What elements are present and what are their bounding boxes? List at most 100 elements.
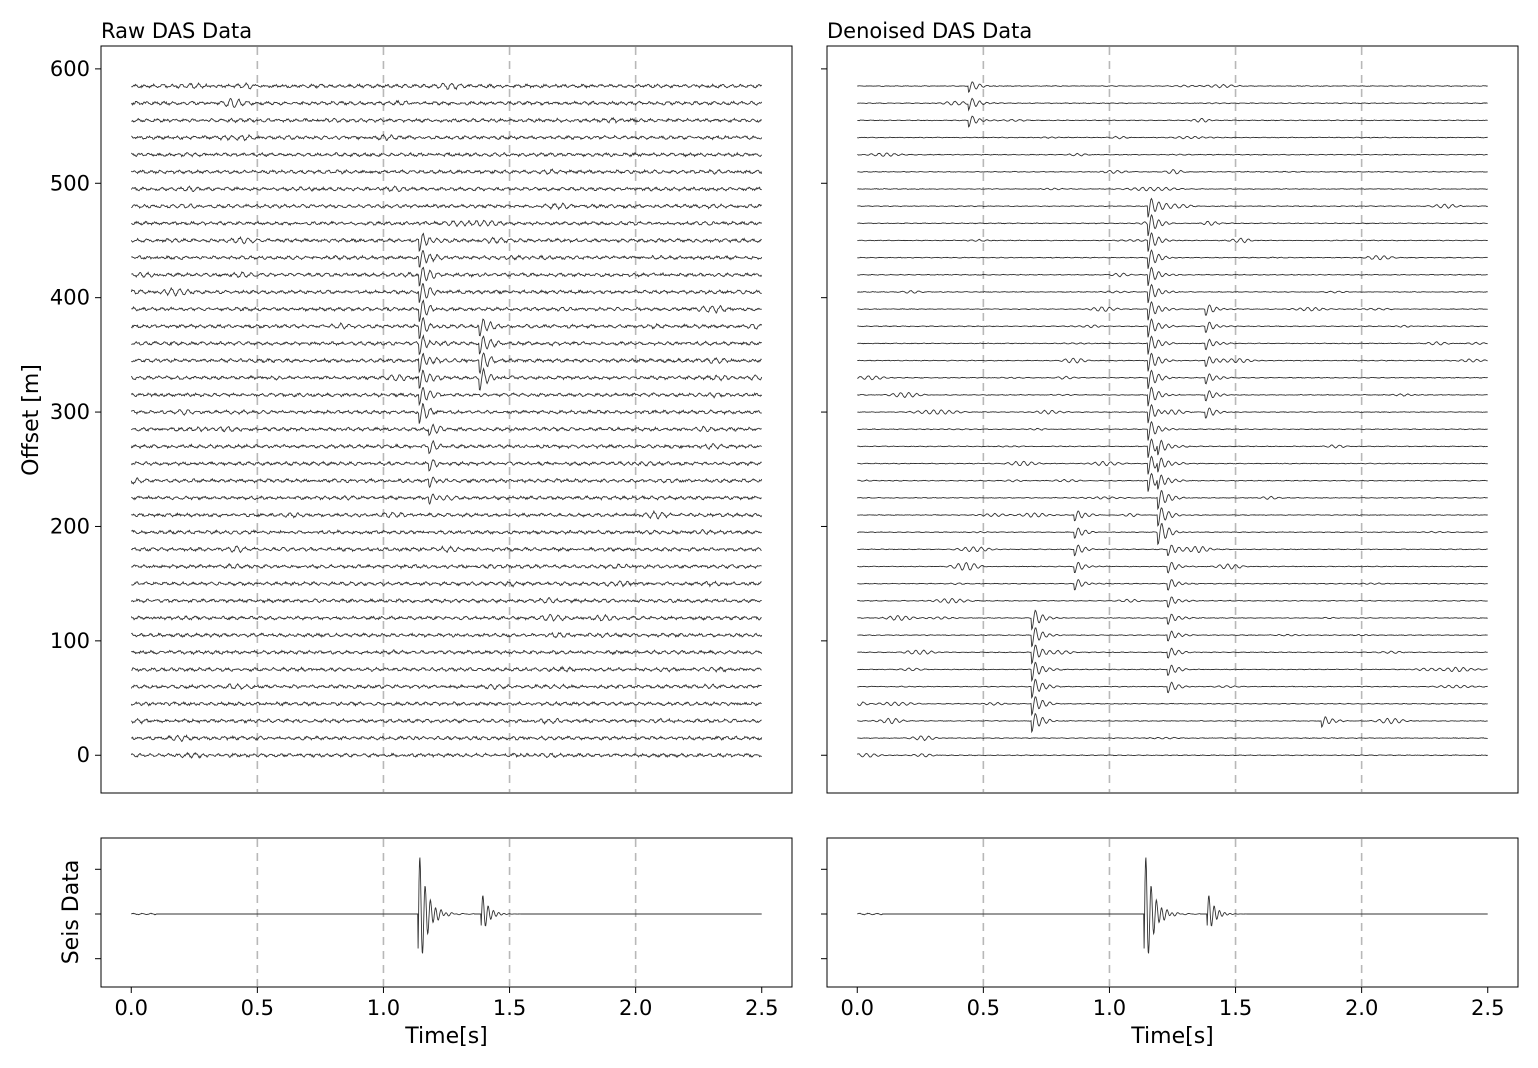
das-trace xyxy=(130,97,763,108)
denoised-seis-frame xyxy=(826,837,1519,988)
das-trace xyxy=(857,197,1488,218)
seis-trace xyxy=(131,857,762,954)
das-trace xyxy=(857,81,1488,93)
denoised-das-frame xyxy=(826,45,1519,794)
raw-das-frame xyxy=(100,45,793,794)
das-trace xyxy=(131,563,762,570)
x-tick-label: 1.0 xyxy=(1093,996,1126,1020)
das-trace xyxy=(131,334,762,356)
y-tick-label: 600 xyxy=(50,57,90,81)
denoised-seis-traces xyxy=(857,857,1488,954)
das-trace xyxy=(130,700,762,707)
das-trace xyxy=(857,661,1488,683)
das-trace xyxy=(857,335,1488,355)
raw-das-panel: Raw DAS Data 0 100 200 300 400 500 600 Offset … xyxy=(19,19,793,794)
x-tick-label: 1.5 xyxy=(493,996,526,1020)
raw-das-title: Raw DAS Data xyxy=(101,19,252,43)
das-trace xyxy=(130,597,762,604)
das-trace xyxy=(857,644,1488,665)
x-tick-label: 0.5 xyxy=(967,996,1000,1020)
das-trace xyxy=(857,609,1488,631)
das-trace xyxy=(857,249,1488,269)
raw-seis-gridlines xyxy=(256,839,637,986)
das-trace xyxy=(130,185,762,193)
x-tick-label: 1.0 xyxy=(367,996,400,1020)
denoised-seis-gridlines xyxy=(982,839,1363,986)
das-trace xyxy=(131,219,763,228)
das-trace xyxy=(131,580,762,588)
das-trace xyxy=(130,459,762,472)
das-trace xyxy=(857,735,1488,742)
das-trace xyxy=(130,751,762,759)
das-trace xyxy=(857,97,1488,112)
y-tick-label: 400 xyxy=(50,286,90,310)
das-trace xyxy=(131,82,763,91)
x-tick-label: 1.5 xyxy=(1219,996,1252,1020)
das-trace xyxy=(131,116,763,124)
das-trace xyxy=(131,734,763,743)
x-tick-label: 2.0 xyxy=(1345,996,1378,1020)
das-trace xyxy=(131,250,763,268)
x-tick-label: 2.5 xyxy=(745,996,778,1020)
das-trace xyxy=(131,423,762,437)
das-trace xyxy=(131,545,762,554)
raw-das-traces xyxy=(130,82,763,759)
das-trace xyxy=(857,352,1488,372)
das-trace xyxy=(130,613,762,622)
das-trace xyxy=(131,631,763,639)
x-tick-label: 0.0 xyxy=(115,996,148,1020)
das-trace xyxy=(131,493,762,505)
y-tick-label: 500 xyxy=(50,171,90,195)
das-trace xyxy=(857,507,1488,527)
y-tick-label: 0 xyxy=(77,743,90,767)
das-trace xyxy=(130,476,763,489)
das-trace xyxy=(857,627,1488,648)
das-trace xyxy=(130,387,763,407)
das-trace xyxy=(130,439,762,455)
das-trace xyxy=(131,509,763,520)
denoised-seis-panel: 0.0 0.5 1.0 1.5 2.0 2.5 Time[s] xyxy=(821,837,1519,1049)
seis-axis-label: Seis Data xyxy=(59,860,84,965)
das-trace xyxy=(856,753,1488,758)
das-trace xyxy=(857,283,1488,304)
das-trace xyxy=(131,266,763,287)
das-trace xyxy=(857,232,1488,252)
das-trace xyxy=(857,678,1488,700)
raw-das-gridlines xyxy=(256,47,637,792)
raw-seis-frame xyxy=(100,837,793,988)
das-trace xyxy=(856,696,1488,717)
das-trace xyxy=(857,186,1488,192)
das-trace xyxy=(131,528,762,536)
denoised-das-traces xyxy=(856,81,1488,758)
das-trace xyxy=(131,717,762,725)
y-tick-label: 100 xyxy=(50,629,90,653)
das-trace xyxy=(131,151,763,158)
das-trace xyxy=(857,300,1488,321)
das-trace xyxy=(857,135,1488,140)
das-trace xyxy=(131,133,763,142)
x-tick-label: 2.5 xyxy=(1471,996,1504,1020)
das-trace xyxy=(857,369,1488,389)
das-trace xyxy=(130,683,762,691)
das-trace xyxy=(857,152,1488,157)
raw-seis-panel: 0.0 0.5 1.0 1.5 2.0 2.5 Time[s] Seis Data xyxy=(59,837,793,1049)
seis-trace xyxy=(857,857,1488,954)
das-trace xyxy=(857,169,1488,175)
y-tick-label: 200 xyxy=(50,514,90,538)
das-trace xyxy=(857,544,1488,557)
das-trace xyxy=(857,489,1488,511)
das-trace xyxy=(131,665,762,673)
denoised-das-panel: Denoised DAS Data xyxy=(821,19,1519,794)
x-tick-label: 0.5 xyxy=(241,996,274,1020)
das-trace xyxy=(857,579,1488,591)
denoised-das-y-ticks xyxy=(821,68,827,756)
raw-seis-y-ticks xyxy=(95,868,101,960)
x-tick-label: 0.0 xyxy=(841,996,874,1020)
das-trace xyxy=(131,352,762,375)
denoised-das-title: Denoised DAS Data xyxy=(827,19,1032,43)
das-trace xyxy=(857,403,1488,424)
das-trace xyxy=(857,420,1488,441)
das-trace xyxy=(857,455,1488,475)
denoised-seis-y-ticks xyxy=(821,868,827,960)
x-tick-label: 2.0 xyxy=(619,996,652,1020)
